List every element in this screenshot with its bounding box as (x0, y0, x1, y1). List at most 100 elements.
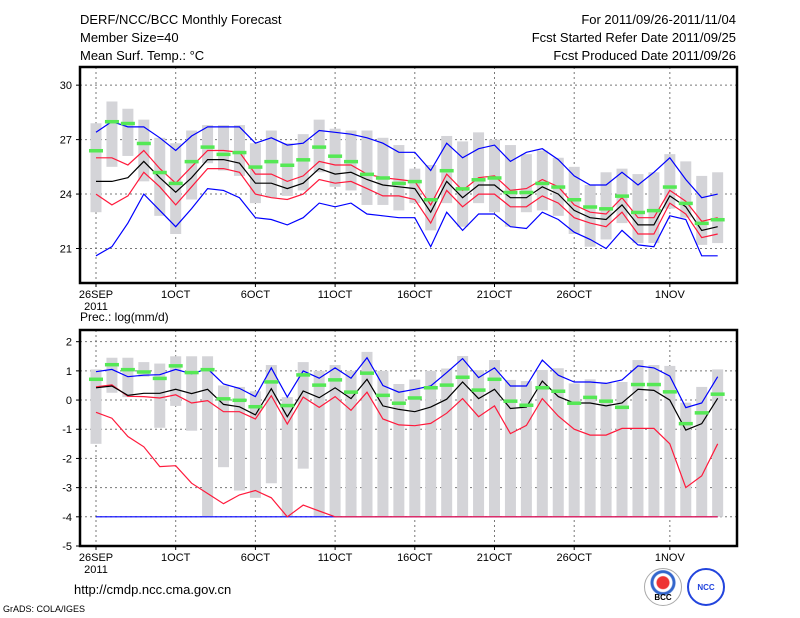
green-marker (439, 383, 454, 387)
green-marker (248, 165, 263, 169)
ncc-logo: NCC (687, 568, 725, 606)
ensemble-range-bar (90, 123, 102, 213)
ensemble-range-bar (616, 381, 628, 517)
ensemble-range-bar (202, 356, 214, 517)
green-marker (455, 187, 470, 191)
ensemble-range-bar (648, 172, 660, 244)
green-marker (232, 398, 247, 403)
green-marker (296, 158, 311, 162)
ensemble-range-bar (393, 384, 405, 517)
green-marker (710, 217, 725, 222)
green-marker (280, 163, 295, 168)
green-marker (646, 208, 661, 213)
ensemble-range-bar (170, 356, 182, 406)
green-marker (503, 190, 518, 195)
ensemble-range-bar (584, 379, 596, 517)
green-marker (630, 210, 645, 215)
green-marker (567, 401, 582, 405)
x-tick-label: 11OCT (318, 289, 353, 301)
green-marker (120, 121, 135, 126)
figure-title: DERF/NCC/BCC Monthly Forecast (80, 12, 282, 27)
green-marker (599, 399, 614, 403)
y-tick-label: -4 (62, 512, 72, 524)
green-marker (152, 170, 167, 175)
ensemble-range-bar (696, 386, 708, 517)
green-marker (344, 159, 359, 164)
ensemble-range-bar (90, 369, 102, 444)
green-marker (168, 181, 183, 186)
ensemble-range-bar (265, 130, 277, 198)
plot-frame (78, 65, 739, 285)
green-marker (423, 198, 438, 202)
green-marker (471, 178, 486, 182)
x-year-label: 2011 (84, 301, 108, 313)
green-marker (375, 176, 390, 180)
green-marker (439, 168, 454, 173)
ensemble-range-bar (154, 363, 166, 428)
ensemble-range-bar (600, 382, 612, 517)
ensemble-range-bar (536, 369, 548, 517)
x-tick-label: 1NOV (655, 552, 686, 564)
ncc-logo-text: NCC (697, 582, 715, 592)
green-marker (391, 401, 406, 405)
green-marker (471, 388, 486, 392)
green-marker (120, 367, 135, 372)
ensemble-range-bar (138, 362, 150, 377)
green-marker (567, 198, 582, 202)
ensemble-range-bar (186, 130, 198, 200)
ensemble-range-bar (170, 143, 182, 234)
x-tick-label: 1OCT (161, 289, 191, 301)
green-marker (264, 380, 279, 384)
ensemble-range-bar (648, 365, 660, 517)
green-marker (232, 150, 247, 155)
ensemble-range-bar (457, 141, 469, 227)
green-marker (391, 181, 406, 186)
green-marker (503, 399, 518, 403)
red-upper-line (96, 149, 718, 222)
ensemble-range-bar (297, 362, 309, 469)
x-tick-label: 16OCT (397, 289, 433, 301)
x-tick-label: 1OCT (161, 552, 191, 564)
ensemble-range-bar (696, 175, 708, 245)
green-marker (89, 377, 103, 382)
green-marker (344, 390, 359, 394)
y-tick-label: 30 (60, 80, 72, 92)
green-marker (487, 377, 502, 382)
green-marker (694, 221, 709, 226)
green-marker (583, 395, 598, 400)
green-marker (359, 172, 374, 177)
ensemble-mean-line (96, 159, 718, 232)
x-tick-label: 26SEP (79, 552, 113, 564)
ensemble-range-bar (313, 370, 325, 517)
x-year-label: 2011 (84, 564, 108, 576)
ensemble-range-bar (218, 125, 230, 171)
green-marker (407, 396, 422, 400)
x-tick-label: 11OCT (318, 552, 353, 564)
y-tick-label: -5 (62, 541, 72, 553)
green-marker (89, 148, 103, 153)
ensemble-range-bar (489, 360, 500, 517)
ensemble-range-bar (393, 145, 405, 211)
ensemble-range-bar (664, 365, 676, 517)
y-tick-label: -1 (62, 424, 72, 436)
ensemble-range-bar (233, 386, 245, 491)
green-marker (328, 154, 343, 158)
green-marker (216, 152, 231, 157)
source-url[interactable]: http://cmdp.ncc.cma.gov.cn (74, 582, 232, 597)
y-tick-label: 27 (60, 135, 72, 147)
red-lower-line (95, 168, 718, 239)
ensemble-range-bar (425, 165, 437, 231)
ensemble-range-bar (106, 101, 118, 167)
ensemble-range-bar (329, 365, 341, 517)
x-tick-label: 26OCT (556, 552, 592, 564)
bcc-logo-text: BCC (654, 593, 672, 602)
x-tick-label: 26SEP (79, 289, 113, 301)
ensemble-range-bar (680, 402, 692, 517)
green-marker (535, 181, 550, 186)
y-tick-label: 21 (60, 244, 72, 256)
green-marker (359, 371, 374, 375)
green-marker (615, 405, 630, 410)
grads-credit: GrADS: COLA/IGES (3, 604, 86, 614)
green-marker (535, 386, 550, 390)
